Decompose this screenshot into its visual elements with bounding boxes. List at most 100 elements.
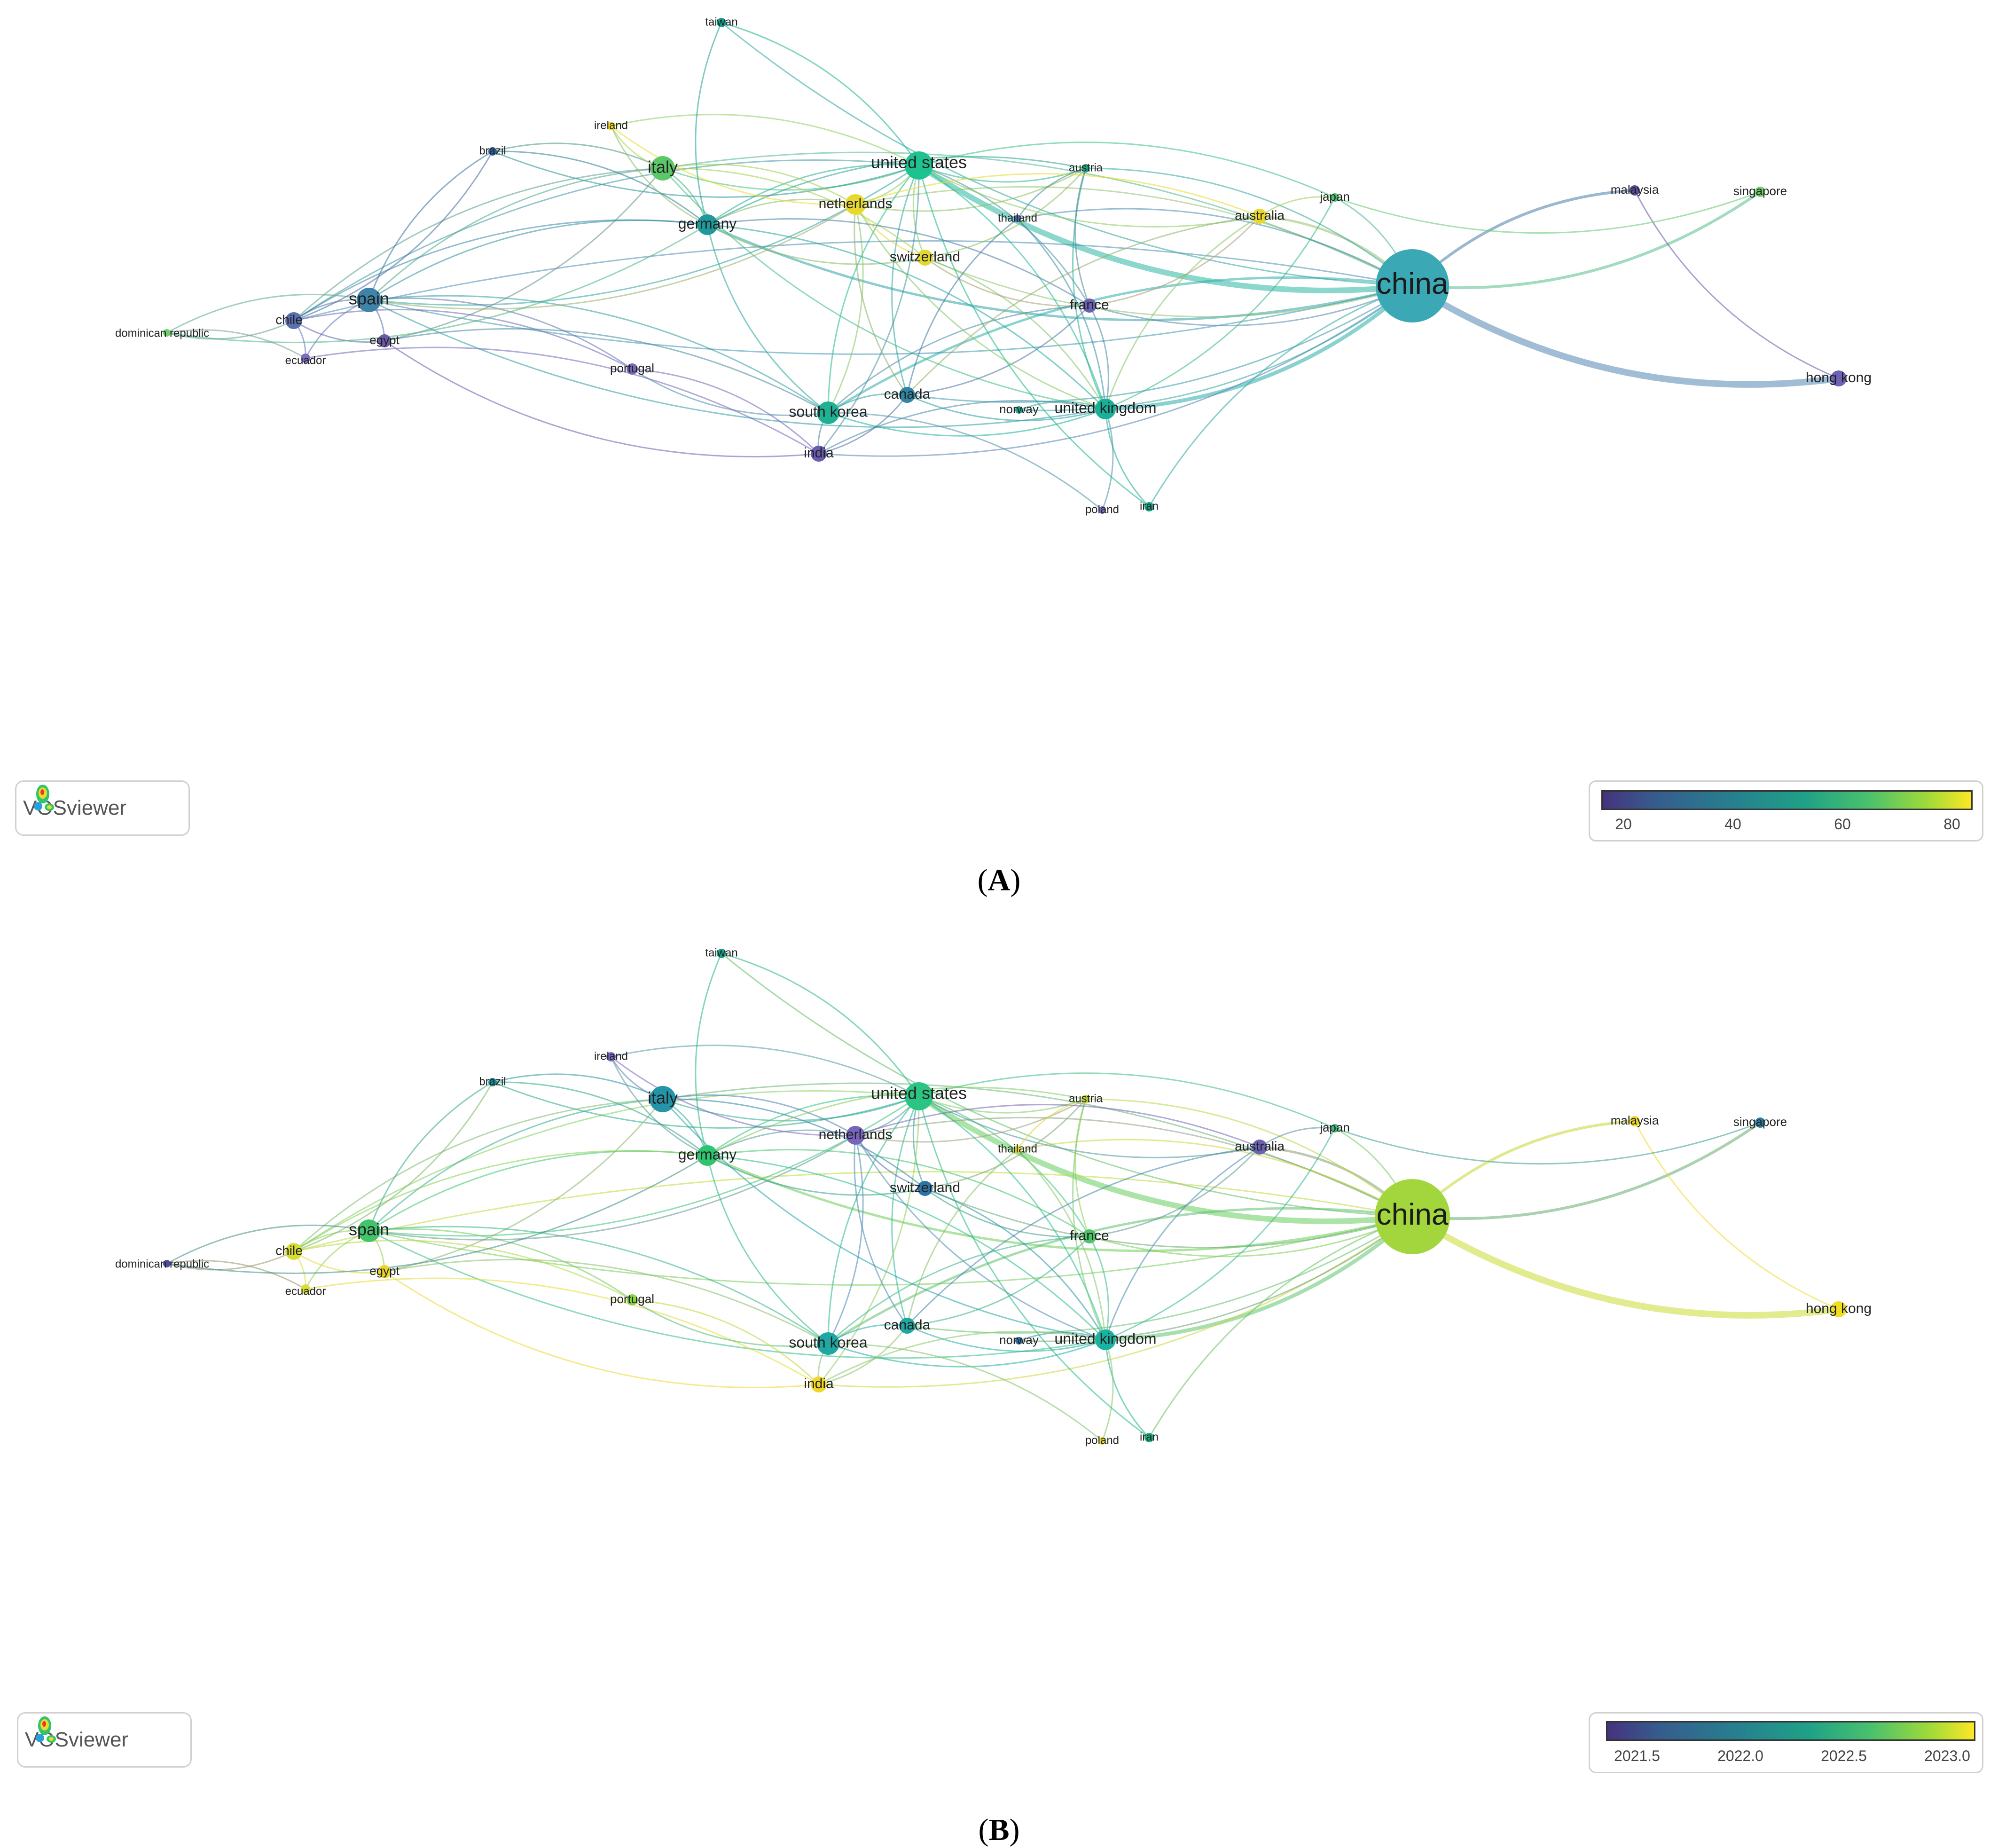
node-egypt[interactable] (378, 1265, 391, 1278)
node-australia[interactable] (1252, 1140, 1267, 1155)
node-china[interactable] (1376, 249, 1449, 322)
node-norway[interactable] (1015, 1337, 1023, 1345)
link-united-states-south-korea (827, 165, 920, 413)
node-italy[interactable] (650, 156, 675, 181)
node-iran[interactable] (1144, 502, 1154, 511)
node-united-kingdom[interactable] (1095, 399, 1116, 419)
node-austria[interactable] (1081, 1095, 1090, 1103)
node-label-canada: canada (884, 1317, 931, 1333)
node-label-portugal: portugal (610, 1292, 654, 1306)
node-label-united-kingdom: united kingdom (1054, 1330, 1156, 1347)
node-portugal[interactable] (627, 1294, 638, 1305)
link-egypt-india (384, 1271, 819, 1388)
node-united-states[interactable] (905, 1082, 933, 1110)
node-ecuador[interactable] (301, 354, 310, 363)
node-germany[interactable] (697, 1145, 718, 1166)
node-chile[interactable] (285, 312, 302, 329)
node-label-ireland: ireland (594, 119, 628, 132)
link-france-australia (1089, 1146, 1261, 1237)
node-netherlands[interactable] (846, 1126, 865, 1145)
link-united-states-spain (368, 1095, 919, 1237)
link-poland-south-korea (828, 1343, 1103, 1442)
link-united-states-canada (891, 165, 920, 395)
node-hong-kong[interactable] (1831, 370, 1847, 386)
node-label-france: france (1070, 1228, 1109, 1243)
node-china[interactable] (1375, 1179, 1450, 1254)
node-iran[interactable] (1144, 1433, 1154, 1442)
node-switzerland[interactable] (917, 1181, 932, 1196)
node-australia[interactable] (1252, 209, 1267, 224)
node-label-chile: chile (275, 1243, 303, 1258)
link-india-canada (818, 1325, 908, 1385)
network-map-a[interactable]: china united states italy germany spain chile… (0, 0, 1998, 799)
node-label-taiwan: taiwan (705, 16, 737, 28)
link-singapore-japan (1334, 1122, 1761, 1165)
node-ecuador[interactable] (301, 1284, 310, 1294)
link-italy-brazil (492, 1073, 663, 1100)
node-poland[interactable] (1098, 1437, 1106, 1445)
link-spain-brazil (368, 150, 493, 300)
node-thailand[interactable] (1014, 1146, 1021, 1153)
network-map-b[interactable]: china united states italy germany spain chile… (0, 931, 1998, 1730)
node-india[interactable] (811, 1376, 827, 1392)
link-australia-japan (1259, 1127, 1335, 1148)
node-south-korea[interactable] (817, 1332, 839, 1355)
node-label-china: china (1377, 1197, 1449, 1231)
node-canada[interactable] (899, 1318, 915, 1334)
link-germany-south-korea (706, 1155, 829, 1345)
node-singapore[interactable] (1755, 1117, 1765, 1128)
node-france[interactable] (1082, 299, 1097, 313)
node-france[interactable] (1082, 1229, 1097, 1243)
node-brazil[interactable] (488, 147, 497, 156)
link-switzerland-austria (925, 1099, 1087, 1189)
node-japan[interactable] (1331, 193, 1339, 202)
node-egypt[interactable] (378, 334, 391, 347)
node-dominican-republic[interactable] (163, 329, 171, 337)
node-united-states[interactable] (905, 151, 933, 180)
node-ireland[interactable] (606, 1052, 616, 1062)
legend-tick: 2021.5 (1614, 1747, 1660, 1764)
node-spain[interactable] (357, 288, 381, 312)
node-ireland[interactable] (607, 122, 615, 130)
node-dominican-republic[interactable] (163, 1260, 171, 1267)
node-brazil[interactable] (488, 1078, 497, 1086)
link-spain-united-kingdom (368, 299, 1106, 428)
link-germany-austria (707, 156, 1086, 226)
node-spain[interactable] (358, 1219, 380, 1242)
node-united-kingdom[interactable] (1095, 1329, 1116, 1350)
node-italy[interactable] (650, 1086, 676, 1112)
node-netherlands[interactable] (845, 194, 866, 215)
node-label-south-korea: south korea (789, 1334, 867, 1351)
node-thailand[interactable] (1014, 215, 1021, 222)
node-taiwan[interactable] (717, 949, 726, 958)
node-taiwan[interactable] (717, 18, 726, 27)
node-label-austria: austria (1069, 161, 1103, 174)
node-chile[interactable] (285, 1243, 302, 1260)
node-south-korea[interactable] (817, 401, 839, 424)
link-netherlands-switzerland (854, 204, 925, 259)
node-label-thailand: thailand (998, 1142, 1037, 1155)
node-label-australia: australia (1235, 208, 1285, 222)
node-switzerland[interactable] (917, 250, 933, 266)
link-germany-south-korea (706, 224, 829, 414)
node-portugal[interactable] (627, 363, 638, 375)
link-united-states-germany (707, 164, 919, 226)
node-germany[interactable] (697, 214, 718, 235)
node-india[interactable] (811, 446, 827, 462)
node-japan[interactable] (1331, 1124, 1339, 1132)
link-south-korea-united-kingdom (828, 1339, 1106, 1368)
node-malaysia[interactable] (1630, 185, 1640, 196)
link-iran-united-states (918, 165, 1150, 508)
link-china-chile (293, 1171, 1413, 1252)
node-label-austria: austria (1069, 1092, 1103, 1105)
node-singapore[interactable] (1755, 187, 1765, 197)
node-hong-kong[interactable] (1831, 1301, 1847, 1317)
node-label-poland: poland (1085, 1434, 1119, 1447)
node-canada[interactable] (899, 387, 915, 403)
node-malaysia[interactable] (1630, 1116, 1640, 1126)
link-united-states-spain (368, 165, 919, 306)
link-chile-portugal (293, 309, 633, 370)
node-austria[interactable] (1081, 164, 1090, 173)
node-poland[interactable] (1098, 506, 1106, 514)
node-norway[interactable] (1015, 406, 1023, 414)
